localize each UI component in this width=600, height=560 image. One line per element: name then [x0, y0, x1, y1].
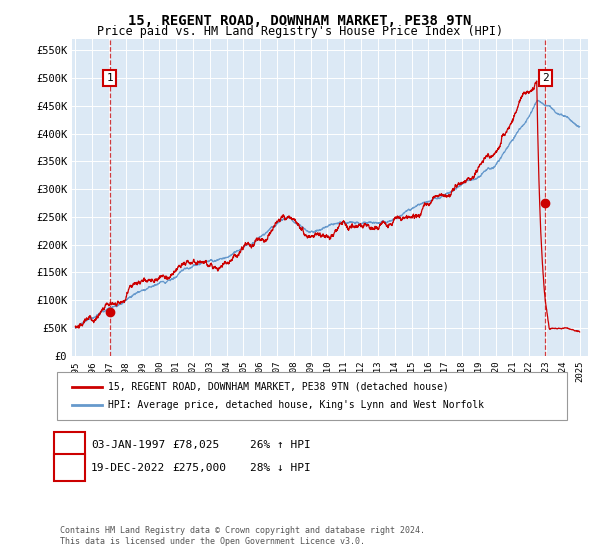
Text: £275,000: £275,000 [172, 463, 226, 473]
Text: 26% ↑ HPI: 26% ↑ HPI [250, 440, 311, 450]
Text: 28% ↓ HPI: 28% ↓ HPI [250, 463, 311, 473]
Text: 15, REGENT ROAD, DOWNHAM MARKET, PE38 9TN (detached house): 15, REGENT ROAD, DOWNHAM MARKET, PE38 9T… [108, 382, 449, 392]
Text: 15, REGENT ROAD, DOWNHAM MARKET, PE38 9TN: 15, REGENT ROAD, DOWNHAM MARKET, PE38 9T… [128, 14, 472, 28]
Text: HPI: Average price, detached house, King's Lynn and West Norfolk: HPI: Average price, detached house, King… [108, 400, 484, 410]
Text: 1: 1 [106, 73, 113, 83]
Text: Contains HM Land Registry data © Crown copyright and database right 2024.
This d: Contains HM Land Registry data © Crown c… [60, 526, 425, 546]
Text: 1: 1 [66, 440, 73, 450]
Text: 2: 2 [66, 463, 73, 473]
Text: 03-JAN-1997: 03-JAN-1997 [91, 440, 166, 450]
Text: £78,025: £78,025 [172, 440, 220, 450]
Text: Price paid vs. HM Land Registry's House Price Index (HPI): Price paid vs. HM Land Registry's House … [97, 25, 503, 38]
Text: 19-DEC-2022: 19-DEC-2022 [91, 463, 166, 473]
Text: 2: 2 [542, 73, 549, 83]
